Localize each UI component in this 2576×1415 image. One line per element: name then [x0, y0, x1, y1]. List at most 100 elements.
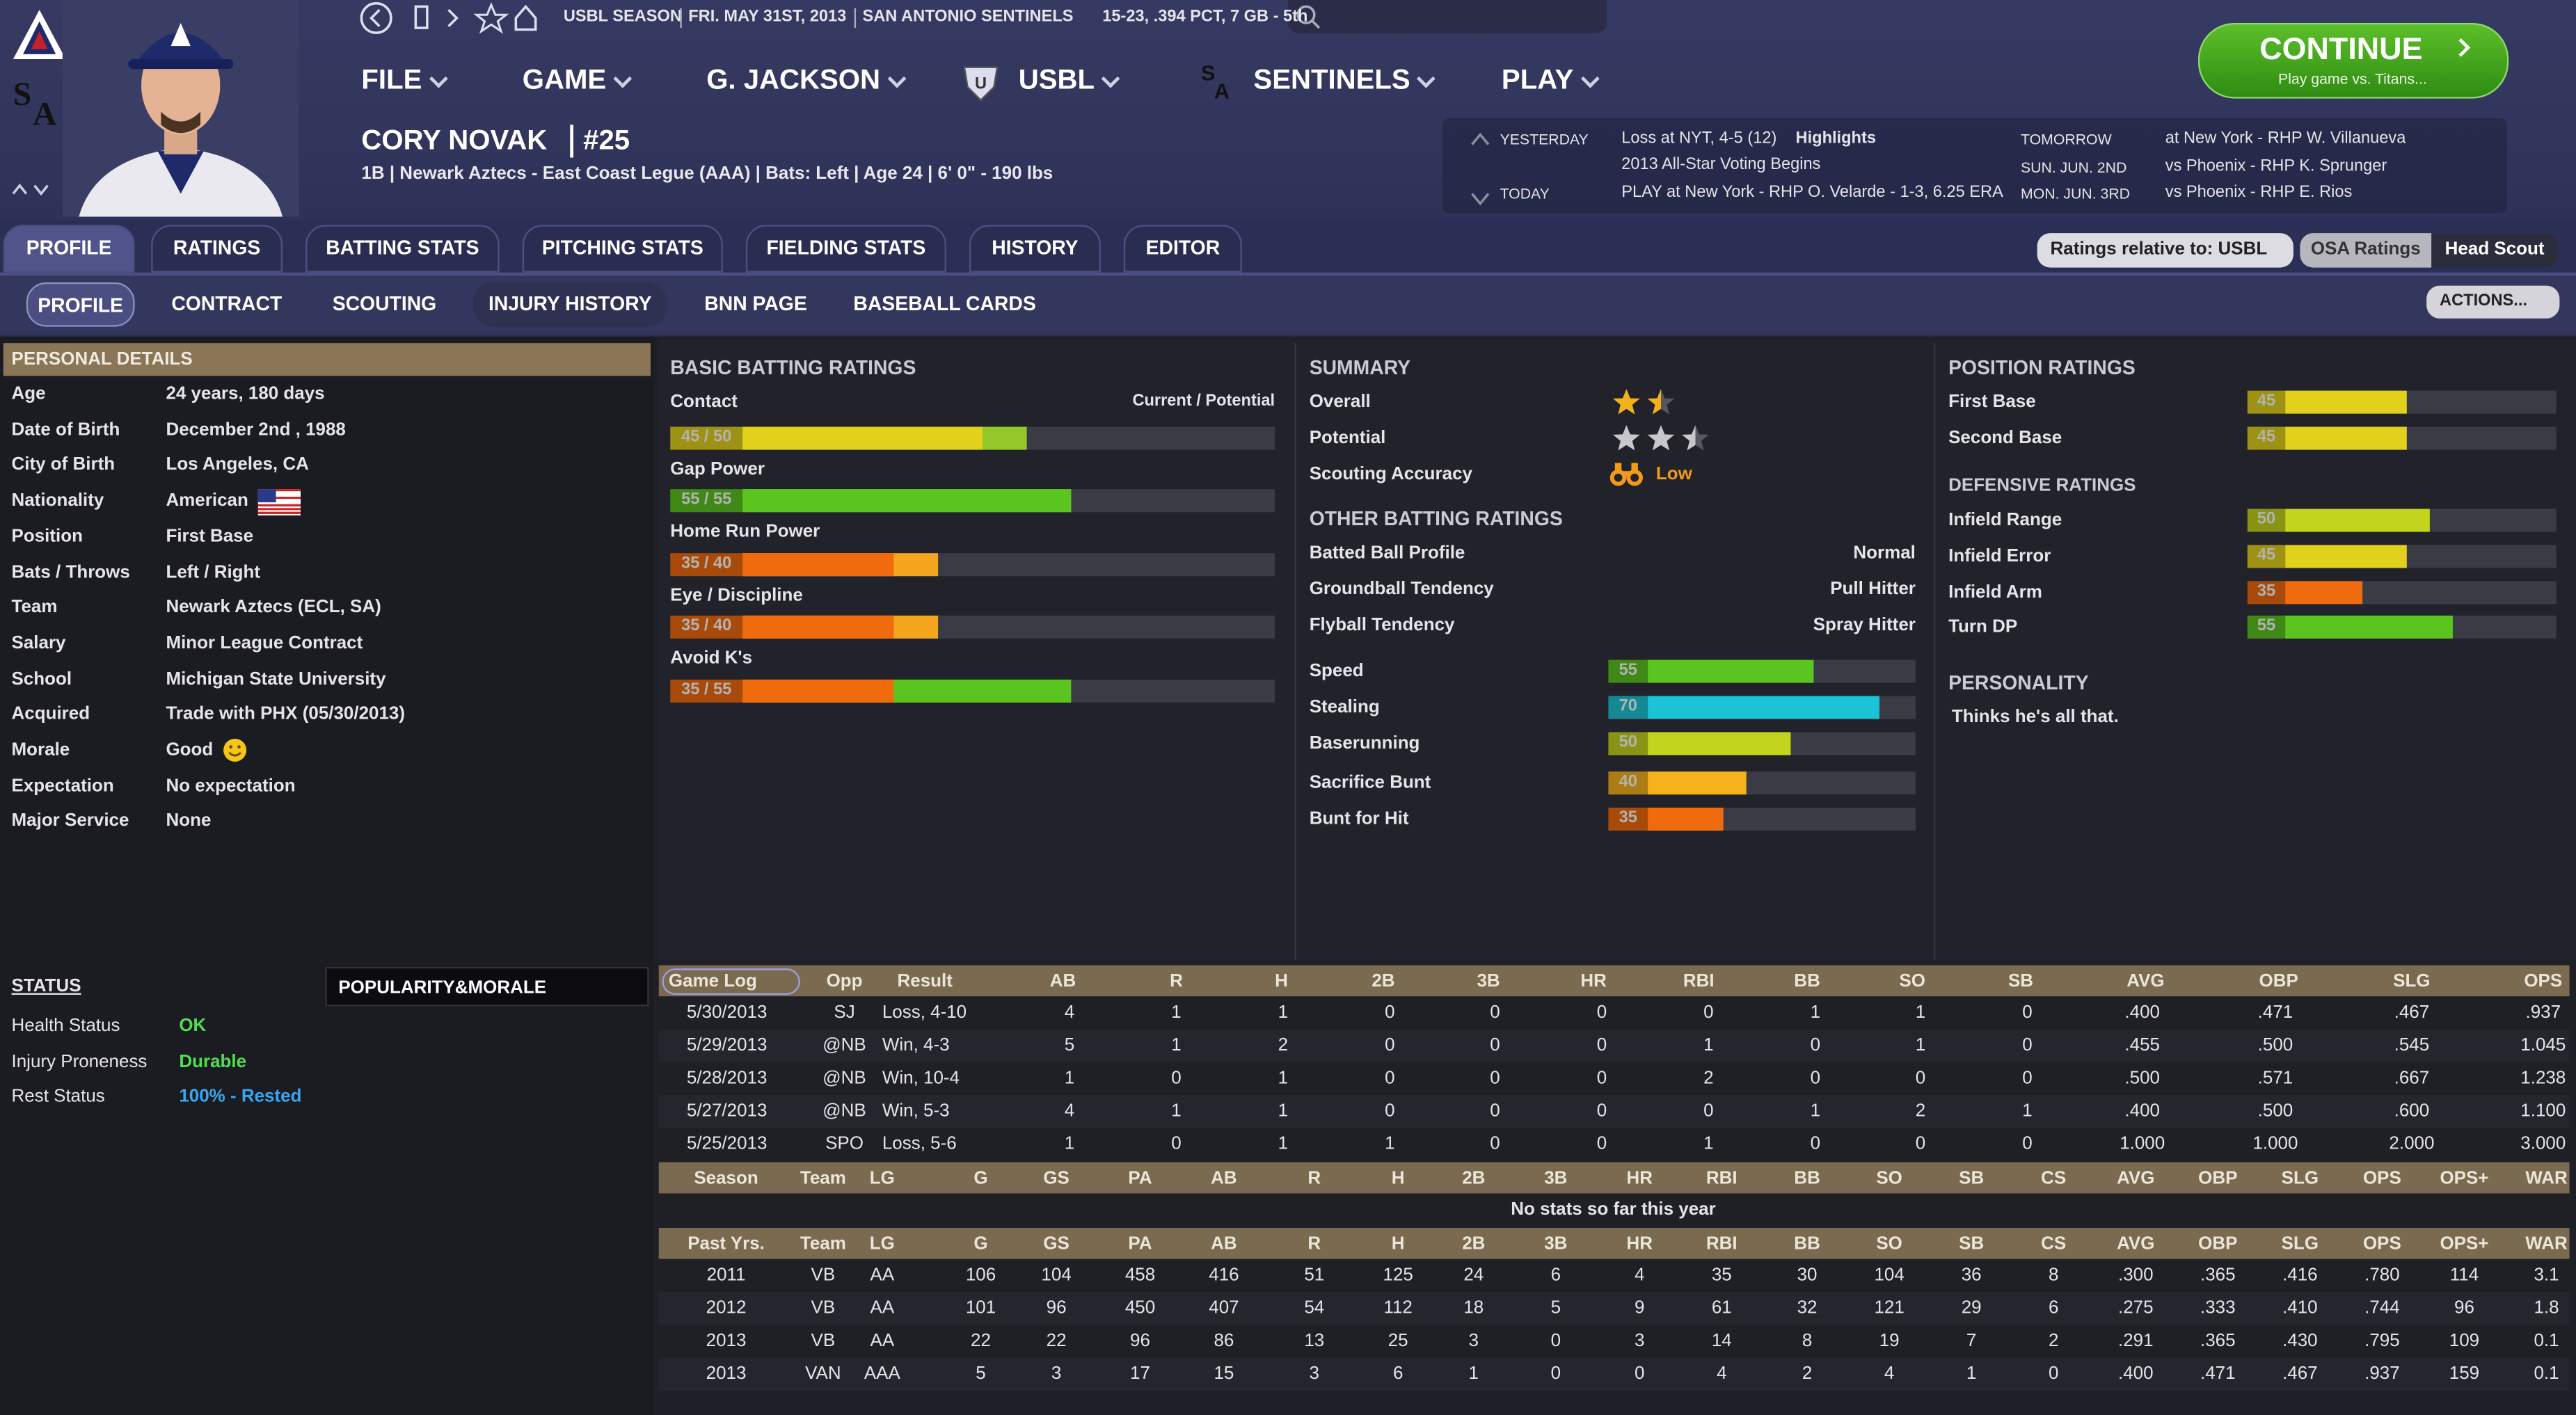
- table-header: [658, 965, 2570, 997]
- table-cell: 2: [2048, 1331, 2059, 1351]
- svg-text:A: A: [33, 96, 56, 131]
- table-cell: 17: [1130, 1364, 1150, 1384]
- menu-item[interactable]: G. JACKSON: [706, 64, 881, 95]
- table-cell: .467: [2394, 1002, 2430, 1023]
- binoculars-icon: [1608, 461, 1644, 488]
- table-cell: Loss, 4-10: [882, 1002, 967, 1023]
- table-cell: 4: [1635, 1265, 1645, 1286]
- menu-item[interactable]: GAME: [522, 64, 607, 95]
- subtab[interactable]: PROFILE: [26, 282, 135, 327]
- menu-item[interactable]: USBL: [1018, 64, 1095, 95]
- rating-badge: 55: [1608, 659, 1648, 683]
- table-cell: @NB: [822, 1035, 866, 1056]
- column-header: H: [1391, 1169, 1405, 1189]
- tab[interactable]: BATTING STATS: [305, 225, 500, 273]
- star-shape: [1682, 425, 1709, 451]
- table-cell: 3.1: [2534, 1265, 2559, 1286]
- continue-button[interactable]: [2197, 23, 2509, 99]
- svg-text:A: A: [1214, 79, 1230, 102]
- table-cell: 96: [1046, 1298, 1067, 1318]
- scout-toggle[interactable]: Head Scout: [2431, 233, 2559, 268]
- detail-value: 24 years, 180 days: [166, 384, 325, 404]
- tab[interactable]: EDITOR: [1123, 225, 1242, 273]
- column-header: H: [1275, 971, 1288, 992]
- star-shape: [1613, 389, 1640, 415]
- table-cell: 1: [1468, 1364, 1479, 1384]
- search-box[interactable]: [1288, 0, 1607, 33]
- menu-item[interactable]: SENTINELS: [1253, 64, 1410, 95]
- record-label: 15-23, .394 PCT, 7 GB - 5th: [1102, 8, 1308, 26]
- status-value: 100% - Rested: [179, 1087, 302, 1107]
- schedule-text: Loss at NYT, 4-5 (12): [1621, 129, 1777, 148]
- subtab[interactable]: BNN PAGE: [704, 292, 807, 316]
- detail-label: Salary: [11, 633, 66, 653]
- player-arrows: [12, 183, 49, 196]
- table-cell: 1: [1915, 1002, 1926, 1023]
- tab[interactable]: FIELDING STATS: [745, 225, 946, 273]
- column-header: GS: [1043, 1169, 1070, 1189]
- column-header: SO: [1876, 1234, 1902, 1254]
- table-row: [658, 1029, 2570, 1062]
- status-title: STATUS: [11, 976, 81, 997]
- league-logo: [13, 10, 66, 59]
- column-header: OPS+: [2440, 1169, 2489, 1189]
- tab[interactable]: PROFILE: [3, 225, 135, 273]
- subtab[interactable]: SCOUTING: [332, 292, 437, 316]
- table-cell: 0: [1385, 1035, 1395, 1056]
- rating-bar: [2285, 581, 2362, 605]
- table-row: [658, 1292, 2570, 1325]
- rating-label: Second Base: [1948, 428, 2062, 449]
- osa-toggle[interactable]: OSA Ratings: [2300, 233, 2432, 268]
- detail-value: American: [166, 490, 248, 511]
- table-cell: 1: [1915, 1035, 1926, 1056]
- summary-label: Scouting Accuracy: [1309, 464, 1472, 485]
- tab[interactable]: PITCHING STATS: [522, 225, 723, 273]
- column-header: AB: [1211, 1234, 1237, 1254]
- rating-bar: [2285, 545, 2408, 568]
- tab[interactable]: RATINGS: [151, 225, 283, 273]
- game-log-dropdown[interactable]: [662, 968, 800, 995]
- table-row: [658, 1357, 2570, 1391]
- column-header: RBI: [1706, 1234, 1738, 1254]
- subtab[interactable]: INJURY HISTORY: [472, 282, 667, 327]
- table-cell: 0: [1550, 1364, 1561, 1384]
- column-header: OPS+: [2440, 1234, 2489, 1254]
- highlights-link[interactable]: Highlights: [1795, 129, 1876, 148]
- table-cell: 1: [1278, 1069, 1289, 1089]
- ratings-dropdown[interactable]: Ratings relative to: USBL: [2037, 233, 2293, 268]
- schedule-text: at New York - RHP W. Villanueva: [2165, 129, 2406, 148]
- table-cell: 36: [1961, 1265, 1982, 1286]
- detail-value: Michigan State University: [166, 669, 386, 689]
- actions-button[interactable]: ACTIONS...: [2426, 285, 2560, 319]
- table-cell: 0: [1810, 1134, 1821, 1154]
- table-cell: VB: [811, 1331, 836, 1351]
- table-cell: .467: [2282, 1364, 2318, 1384]
- table-cell: 458: [1124, 1265, 1156, 1286]
- menu-item[interactable]: FILE: [361, 64, 422, 95]
- rating-label: Bunt for Hit: [1309, 809, 1409, 829]
- rating-bar: [2285, 390, 2408, 414]
- subtab[interactable]: CONTRACT: [171, 292, 283, 316]
- tab[interactable]: HISTORY: [969, 225, 1101, 273]
- subtab-strip: [0, 275, 2576, 335]
- summary-label: Overall: [1309, 392, 1371, 413]
- table-cell: 5: [1064, 1035, 1075, 1056]
- column-header: WAR: [2525, 1234, 2568, 1254]
- schedule-text: PLAY at New York - RHP O. Velarde - 1-3,…: [1621, 184, 2003, 202]
- rating-badge: 50: [1608, 732, 1648, 756]
- star: [1680, 424, 1710, 453]
- season-label: USBL SEASON: [563, 8, 682, 26]
- status-tab[interactable]: POPULARITY&MORALE: [325, 966, 649, 1007]
- table-cell: 159: [2449, 1364, 2480, 1384]
- column-header: Season: [694, 1169, 758, 1189]
- table-cell: 0: [1171, 1134, 1182, 1154]
- rating-label: Eye / Discipline: [670, 586, 803, 606]
- column-header: RBI: [1706, 1169, 1738, 1189]
- table-cell: 114: [2449, 1265, 2479, 1286]
- menu-item[interactable]: PLAY: [1501, 64, 1574, 95]
- subtab[interactable]: BASEBALL CARDS: [853, 292, 1036, 316]
- table-cell: .365: [2200, 1331, 2236, 1351]
- detail-label: School: [11, 669, 72, 689]
